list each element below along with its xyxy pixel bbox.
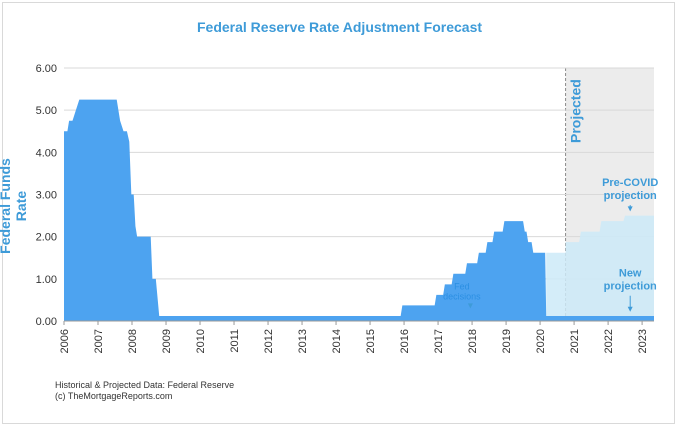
x-tick-label: 2016 bbox=[399, 329, 411, 353]
x-tick-label: 2006 bbox=[59, 329, 71, 353]
x-tick-label: 2017 bbox=[433, 329, 445, 353]
x-tick-label: 2010 bbox=[195, 329, 207, 353]
x-tick-label: 2023 bbox=[637, 329, 649, 353]
x-tick-label: 2021 bbox=[569, 329, 581, 353]
y-tick-label: 0.00 bbox=[36, 316, 57, 328]
annotation-text: New projection bbox=[604, 268, 657, 293]
annotation-text: Fed decisions bbox=[443, 281, 481, 301]
projected-label: Projected bbox=[568, 79, 584, 143]
y-tick-label: 1.00 bbox=[36, 274, 57, 286]
y-tick-label: 2.00 bbox=[36, 232, 57, 244]
chart-title: Federal Reserve Rate Adjustment Forecast bbox=[196, 19, 483, 35]
y-tick-label: 6.00 bbox=[36, 63, 57, 75]
annotation-arrowhead bbox=[627, 306, 633, 312]
x-tick-label: 2020 bbox=[535, 329, 547, 353]
x-tick-labels: 2006 2007 2008 2009 2010 2011 2012 2013 2014 2015… bbox=[59, 320, 654, 353]
source-note: Historical & Projected Data: Federal Res… bbox=[55, 380, 234, 402]
annotation-line: projection bbox=[604, 281, 657, 293]
x-tick-label: 2022 bbox=[603, 329, 615, 353]
y-tick-label: 5.00 bbox=[36, 105, 57, 117]
x-tick-label: 2012 bbox=[263, 329, 275, 353]
y-tick-labels: 0.00 1.00 2.00 3.00 4.00 5.00 6.00 bbox=[36, 63, 57, 328]
x-tick-label: 2007 bbox=[93, 329, 105, 353]
annotation-line: New bbox=[619, 268, 642, 280]
x-tick-label: 2015 bbox=[365, 329, 377, 353]
x-tick-label: 2008 bbox=[127, 329, 139, 353]
source-line-1: Historical & Projected Data: Federal Res… bbox=[55, 380, 235, 390]
annotation-text: Pre-COVID projection bbox=[602, 177, 658, 202]
fed-funds-rate-area bbox=[64, 99, 654, 321]
y-tick-label: 4.00 bbox=[36, 147, 57, 159]
pre-covid-projection-area bbox=[546, 215, 654, 321]
x-tick-label: 2019 bbox=[501, 329, 513, 353]
y-tick-label: 3.00 bbox=[36, 190, 57, 202]
annotation-line: Pre-COVID bbox=[602, 177, 658, 189]
x-tick-label: 2009 bbox=[161, 329, 173, 353]
annotation-line: decisions bbox=[443, 291, 481, 301]
annotation-arrowhead bbox=[627, 206, 633, 212]
annotation-line: Fed bbox=[454, 281, 470, 291]
source-line-2: (c) TheMortgageReports.com bbox=[55, 391, 173, 401]
x-tick-label: 2011 bbox=[229, 329, 241, 353]
annotation-line: projection bbox=[604, 190, 657, 202]
x-tick-label: 2014 bbox=[331, 329, 343, 353]
x-tick-label: 2018 bbox=[467, 329, 479, 353]
annotation-arrowhead bbox=[467, 303, 473, 309]
x-tick-label: 2013 bbox=[297, 329, 309, 353]
